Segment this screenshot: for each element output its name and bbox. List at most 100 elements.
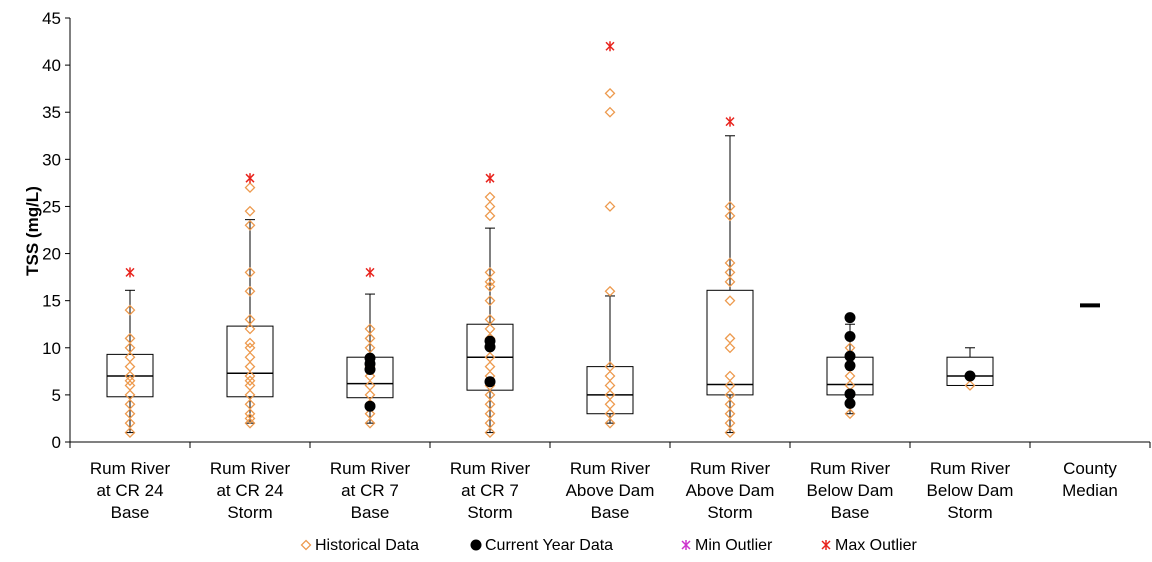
historical-point <box>484 276 496 288</box>
historical-point <box>244 361 256 373</box>
legend-label: Min Outlier <box>695 537 773 554</box>
y-tick-label: 0 <box>52 433 61 452</box>
current-year-point <box>844 350 856 362</box>
historical-point <box>124 332 136 344</box>
historical-point <box>604 285 616 297</box>
historical-point <box>244 285 256 297</box>
category-label: Base <box>591 503 630 522</box>
legend-item-min-outlier: Min Outlier <box>681 537 773 554</box>
category-label: Base <box>111 503 150 522</box>
historical-point <box>244 337 256 349</box>
historical-point <box>124 389 136 401</box>
historical-point <box>724 266 736 278</box>
historical-point <box>724 408 736 420</box>
historical-point <box>484 427 496 438</box>
historical-point <box>244 342 256 354</box>
current-year-point <box>844 312 856 324</box>
box-plot <box>106 289 154 434</box>
legend-label: Max Outlier <box>835 537 917 554</box>
category-label: Storm <box>947 503 992 522</box>
historical-point <box>244 413 256 424</box>
category-label: at CR 7 <box>461 481 519 500</box>
historical-point <box>124 361 136 373</box>
historical-point <box>484 314 496 325</box>
current-year-point <box>844 388 856 400</box>
historical-point <box>724 380 736 391</box>
historical-point <box>844 408 856 420</box>
y-tick-label: 10 <box>42 339 61 358</box>
category-label: Rum River <box>570 459 651 478</box>
legend-item-max-outlier: Max Outlier <box>821 537 917 554</box>
max-outlier-point <box>125 267 135 278</box>
y-tick-label: 15 <box>42 292 61 311</box>
historical-point <box>604 361 616 373</box>
historical-point <box>364 323 376 335</box>
historical-point <box>484 281 496 292</box>
historical-point <box>364 417 376 429</box>
y-tick-label: 40 <box>42 56 61 75</box>
historical-point <box>244 389 256 401</box>
historical-point <box>724 332 736 344</box>
y-tick-label: 45 <box>42 9 61 28</box>
historical-point <box>124 342 136 354</box>
box-plot <box>466 227 514 434</box>
historical-point <box>124 304 136 316</box>
category-label: Rum River <box>810 459 891 478</box>
historical-point <box>484 323 496 335</box>
historical-point <box>724 257 736 269</box>
historical-point <box>244 323 256 335</box>
historical-point <box>484 351 496 363</box>
category-label: Storm <box>227 503 272 522</box>
max-outlier-point <box>605 41 615 52</box>
box-plot <box>706 135 754 434</box>
historical-point <box>724 201 736 212</box>
historical-point <box>124 370 136 382</box>
legend-marker <box>470 539 482 551</box>
current-year-point <box>844 360 856 372</box>
historical-point <box>484 398 496 410</box>
category-label: Below Dam <box>807 481 894 500</box>
y-tick-label: 25 <box>42 197 61 216</box>
historical-point <box>484 389 496 401</box>
category-label: Storm <box>467 503 512 522</box>
current-year-point <box>484 335 496 347</box>
historical-point <box>244 219 256 231</box>
category-label: Above Dam <box>686 481 775 500</box>
y-tick-label: 20 <box>42 245 61 264</box>
historical-point <box>604 380 616 391</box>
historical-point <box>244 408 256 420</box>
historical-point <box>124 380 136 391</box>
historical-point <box>604 398 616 410</box>
historical-point <box>484 266 496 278</box>
category-label: Below Dam <box>927 481 1014 500</box>
category-label: Median <box>1062 481 1118 500</box>
historical-point <box>244 182 256 194</box>
historical-point <box>124 427 136 438</box>
category-label: at CR 24 <box>216 481 283 500</box>
category-label: Storm <box>707 503 752 522</box>
legend-label: Current Year Data <box>485 537 613 554</box>
box-iqr <box>706 289 754 396</box>
historical-point <box>724 276 736 288</box>
historical-point <box>244 351 256 363</box>
historical-point <box>724 389 736 401</box>
historical-point <box>724 398 736 410</box>
max-outlier-point <box>365 267 375 278</box>
legend-label: Historical Data <box>315 537 419 554</box>
historical-point <box>604 417 616 429</box>
legend-item-historical: Historical Data <box>300 537 419 554</box>
category-label: at CR 24 <box>96 481 163 500</box>
legend: Historical Data Current Year Data Min Outl… <box>300 537 917 554</box>
historical-point <box>964 380 976 391</box>
historical-point <box>484 191 496 203</box>
historical-point <box>244 398 256 410</box>
legend-item-current: Current Year Data <box>470 537 613 554</box>
box-plot <box>586 295 634 424</box>
historical-point <box>484 408 496 420</box>
historical-point <box>364 342 376 354</box>
historical-point <box>244 417 256 429</box>
historical-point <box>484 201 496 212</box>
historical-point <box>364 380 376 391</box>
current-year-point <box>844 397 856 409</box>
category-label: Above Dam <box>566 481 655 500</box>
